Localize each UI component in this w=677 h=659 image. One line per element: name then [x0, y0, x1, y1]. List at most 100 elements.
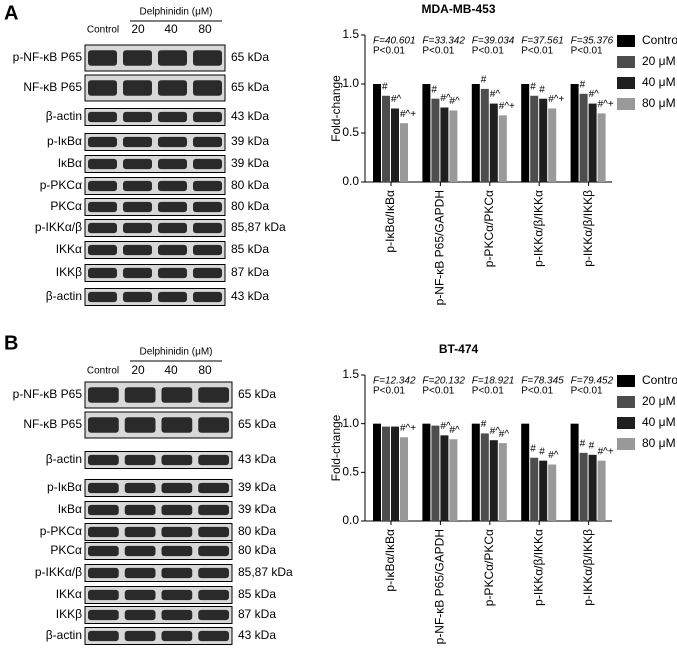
blot-band: [88, 267, 117, 279]
protein-label: NF-κB P65: [23, 80, 82, 94]
bar: [588, 103, 597, 182]
blot-band: [88, 545, 119, 557]
blot-band: [193, 222, 222, 234]
blot-band: [193, 80, 222, 96]
protein-label: IκBα: [58, 502, 82, 516]
size-label: 65 kDa: [238, 417, 276, 431]
stat-f: F=20.132: [422, 376, 465, 387]
blot-band: [123, 136, 152, 148]
blot-band: [88, 50, 117, 66]
size-label: 65 kDa: [231, 50, 269, 64]
blot-band: [124, 567, 156, 579]
blot-band: [198, 526, 229, 538]
protein-label: p-IKKα/β: [35, 565, 82, 579]
y-tick-label: 1.0: [342, 416, 359, 430]
blot-band: [123, 201, 152, 213]
stat-f: F=79.452: [571, 376, 614, 387]
bar: [471, 423, 480, 521]
significance-mark: #: [530, 443, 536, 454]
blot-band: [88, 417, 119, 433]
blot-band: [124, 417, 156, 433]
blot-band: [88, 454, 119, 466]
bar: [431, 98, 440, 182]
significance-mark: #^+: [598, 99, 614, 110]
legend-swatch: [617, 56, 635, 68]
lane-label: Control: [87, 366, 119, 377]
blot-band: [88, 589, 119, 601]
blot-band: [124, 482, 156, 494]
bar: [570, 84, 579, 182]
blot-strip: [84, 451, 233, 469]
protein-label: IKKβ: [56, 607, 82, 621]
size-label: 80 kDa: [231, 199, 269, 213]
significance-mark: #^: [440, 421, 451, 432]
blot-strip: [84, 155, 226, 173]
legend-swatch: [617, 438, 635, 450]
y-axis-label: Fold-change: [329, 414, 343, 481]
significance-mark: #^+: [499, 101, 515, 112]
blot-band: [124, 545, 156, 557]
stat-f: F=33.342: [422, 36, 465, 47]
blot-band: [88, 111, 117, 123]
stat-p: P<0.01: [422, 46, 454, 57]
bar: [489, 103, 498, 182]
blot-band: [193, 111, 222, 123]
blot-band: [158, 158, 187, 170]
bar: [579, 452, 588, 521]
bar: [521, 84, 530, 182]
stat-p: P<0.01: [571, 46, 603, 57]
bar: [431, 425, 440, 521]
significance-mark: #: [431, 84, 437, 95]
x-tick-label: p-IκBα/IκBα: [383, 190, 397, 253]
significance-mark: #^: [391, 94, 402, 105]
blot-band: [123, 50, 152, 66]
size-label: 87 kDa: [231, 265, 269, 279]
y-tick-label: 0.5: [342, 125, 359, 139]
size-label: 39 kDa: [231, 156, 269, 170]
legend-swatch: [617, 98, 635, 110]
blot-band: [124, 504, 156, 516]
blot-band: [88, 567, 119, 579]
protein-label: β-actin: [46, 289, 82, 303]
blot-band: [123, 158, 152, 170]
blot-strip: [84, 108, 226, 126]
blot-strip: [84, 288, 226, 306]
size-label: 65 kDa: [238, 387, 276, 401]
x-tick-label: p-PKCα/PKCα: [482, 190, 496, 267]
blot-strip: [84, 479, 233, 497]
protein-label: p-IκBα: [47, 134, 82, 148]
blot-band: [193, 291, 222, 303]
blot-strip: [84, 564, 233, 582]
significance-mark: #: [539, 84, 545, 95]
stat-f: F=12.342: [373, 376, 416, 387]
significance-mark: #^: [589, 89, 600, 100]
blot-band: [123, 244, 152, 256]
x-tick-label: p-IKKα/β/IKKβ: [581, 190, 595, 267]
blot-band: [158, 136, 187, 148]
protein-label: p-PKCα: [40, 524, 82, 538]
size-label: 39 kDa: [231, 134, 269, 148]
protein-label: β-actin: [46, 628, 82, 642]
protein-label: IKKα: [56, 587, 82, 601]
legend-label: 80 μM: [642, 436, 676, 450]
blot-band: [158, 201, 187, 213]
blot-band: [88, 291, 117, 303]
significance-mark: #: [530, 81, 536, 92]
blot-band: [124, 454, 156, 466]
panel-letter: B: [4, 332, 18, 354]
size-label: 43 kDa: [231, 289, 269, 303]
stat-f: F=40.601: [373, 36, 416, 47]
bar: [521, 423, 530, 521]
size-label: 85,87 kDa: [238, 565, 293, 579]
blot-band: [198, 387, 229, 403]
chart-title: MDA-MB-453: [421, 2, 495, 16]
blot-strip: [84, 241, 226, 259]
legend-label: 40 μM: [642, 75, 676, 89]
bar: [539, 98, 548, 182]
blot-band: [124, 609, 156, 621]
blot-band: [88, 180, 117, 192]
significance-mark: #^+: [548, 94, 564, 105]
x-tick-label: p-IKKα/β/IKKα: [531, 190, 545, 267]
blot-band: [198, 589, 229, 601]
